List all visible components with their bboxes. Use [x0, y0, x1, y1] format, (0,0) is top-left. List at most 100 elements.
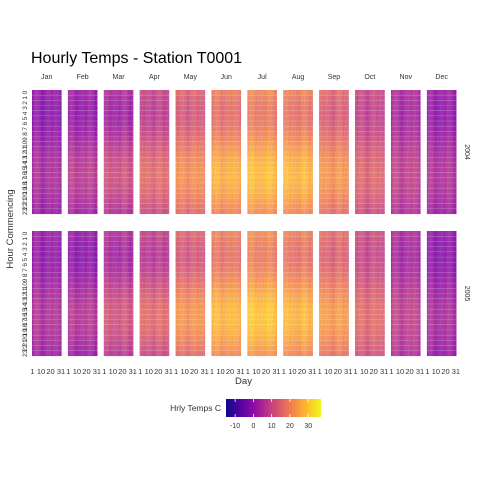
heatmap-cell — [168, 204, 169, 209]
heatmap-cell — [168, 209, 169, 214]
heatmap-cell — [61, 111, 62, 116]
heatmap-cell — [168, 121, 169, 126]
heatmap-cell — [204, 147, 205, 152]
heatmap-cell — [204, 162, 205, 167]
heatmap-cell — [61, 131, 62, 136]
heatmap-cell — [96, 209, 97, 214]
heatmap-cell — [240, 100, 241, 105]
panel-2004-feb — [68, 90, 98, 214]
heatmap-cell — [132, 152, 133, 157]
heatmap-cell — [96, 106, 97, 111]
heatmap-cell — [204, 116, 205, 121]
heatmap-cell — [240, 116, 241, 121]
heatmap-cell — [61, 137, 62, 142]
heatmap-cell — [168, 126, 169, 131]
heatmap-cell — [61, 106, 62, 111]
heatmap-cell — [240, 204, 241, 209]
heatmap-cell — [132, 178, 133, 183]
heatmap-cell — [61, 152, 62, 157]
heatmap-cell — [132, 106, 133, 111]
heatmap-cell — [96, 95, 97, 100]
heatmap-cell — [204, 193, 205, 198]
panel-2004-jul — [247, 90, 277, 214]
heatmap-cell — [240, 199, 241, 204]
heatmap-cell — [168, 199, 169, 204]
heatmap-cell — [96, 199, 97, 204]
panel-2004-mar — [104, 90, 134, 214]
heatmap-cell — [204, 126, 205, 131]
heatmap-cell — [61, 183, 62, 188]
heatmap-cell — [132, 199, 133, 204]
heatmap-cell — [240, 137, 241, 142]
heatmap-cell — [204, 183, 205, 188]
heatmap-cell — [96, 147, 97, 152]
heatmap-cell — [132, 121, 133, 126]
heatmap-cell — [132, 204, 133, 209]
heatmap-cell — [204, 204, 205, 209]
heatmap-cell — [240, 106, 241, 111]
panel-2004-apr — [140, 90, 170, 214]
heatmap-cell — [61, 168, 62, 173]
panel-2004-jan — [32, 90, 62, 214]
heatmap-cell — [276, 90, 277, 95]
heatmap-cell — [204, 95, 205, 100]
heatmap-cell — [168, 90, 169, 95]
heatmap-cell — [61, 121, 62, 126]
heatmap-cell — [240, 193, 241, 198]
heatmap-cell — [132, 209, 133, 214]
heatmap-cell — [61, 209, 62, 214]
heatmap-cell — [168, 142, 169, 147]
heatmap-cell — [168, 183, 169, 188]
heatmap-cell — [276, 116, 277, 121]
heatmap-cell — [240, 111, 241, 116]
heatmap-cell — [276, 95, 277, 100]
heatmap-cell — [61, 142, 62, 147]
heatmap-cell — [276, 100, 277, 105]
heatmap-cell — [132, 111, 133, 116]
heatmap-cell — [204, 100, 205, 105]
heatmap-cell — [168, 157, 169, 162]
heatmap-cell — [240, 188, 241, 193]
heatmap-cell — [96, 162, 97, 167]
heatmap-cell — [132, 131, 133, 136]
heatmap-cell — [132, 90, 133, 95]
heatmap-cell — [96, 157, 97, 162]
heatmap-cell — [168, 106, 169, 111]
heatmap-cell — [132, 188, 133, 193]
heatmap-cell — [168, 173, 169, 178]
heatmap-cell — [168, 137, 169, 142]
heatmap-cell — [168, 147, 169, 152]
heatmap-cell — [204, 168, 205, 173]
heatmap-cell — [240, 142, 241, 147]
panel-2004-jun — [212, 90, 242, 214]
heatmap-cell — [132, 142, 133, 147]
heatmap-cell — [96, 204, 97, 209]
heatmap-cell — [132, 147, 133, 152]
heatmap-cell — [240, 152, 241, 157]
heatmap-cell — [132, 183, 133, 188]
heatmap-cell — [240, 157, 241, 162]
heatmap-cell — [61, 204, 62, 209]
heatmap-cell — [240, 90, 241, 95]
heatmap-cell — [96, 178, 97, 183]
heatmap-cell — [96, 152, 97, 157]
heatmap-cell — [96, 188, 97, 193]
heatmap-cell — [96, 131, 97, 136]
heatmap-cell — [96, 142, 97, 147]
heatmap-cell — [96, 183, 97, 188]
heatmap-cell — [204, 131, 205, 136]
heatmap-cell — [61, 157, 62, 162]
heatmap-cell — [132, 100, 133, 105]
heatmap-cell — [204, 142, 205, 147]
heatmap-cell — [168, 152, 169, 157]
heatmap-cell — [240, 178, 241, 183]
heatmap-cell — [61, 100, 62, 105]
heatmap-cell — [276, 106, 277, 111]
heatmap-cell — [204, 199, 205, 204]
heatmap-cell — [240, 126, 241, 131]
heatmap-cell — [96, 121, 97, 126]
heatmap-cell — [61, 162, 62, 167]
heatmap-cell — [240, 131, 241, 136]
heatmap-cell — [240, 183, 241, 188]
